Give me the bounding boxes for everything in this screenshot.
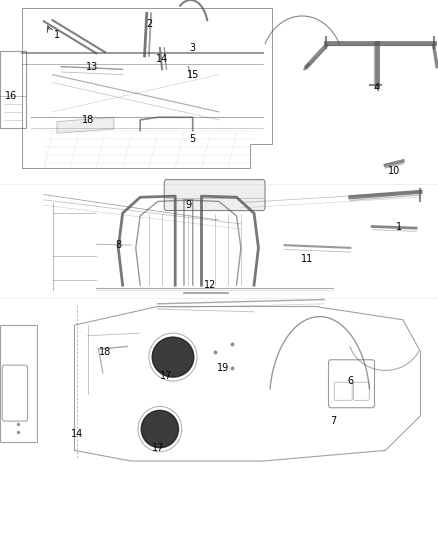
Text: 4: 4 — [374, 83, 380, 93]
FancyBboxPatch shape — [164, 180, 265, 211]
Polygon shape — [57, 117, 114, 133]
Text: 2: 2 — [146, 19, 152, 29]
Text: 17: 17 — [160, 371, 173, 381]
Text: 13: 13 — [86, 62, 98, 71]
Ellipse shape — [141, 410, 179, 448]
Text: 17: 17 — [152, 443, 164, 453]
Text: 3: 3 — [190, 43, 196, 53]
Text: 7: 7 — [330, 416, 336, 426]
Text: 11: 11 — [300, 254, 313, 263]
Text: 6: 6 — [347, 376, 353, 386]
Text: 8: 8 — [115, 240, 121, 250]
Text: 14: 14 — [156, 54, 168, 63]
Text: 1: 1 — [396, 222, 402, 231]
Text: 16: 16 — [5, 91, 17, 101]
Text: 18: 18 — [81, 115, 94, 125]
Text: 5: 5 — [190, 134, 196, 143]
Text: 15: 15 — [187, 70, 199, 79]
Text: 19: 19 — [217, 363, 230, 373]
Text: 9: 9 — [185, 200, 191, 210]
Text: 10: 10 — [388, 166, 400, 175]
Text: 1: 1 — [54, 30, 60, 39]
Ellipse shape — [152, 337, 194, 377]
Text: 14: 14 — [71, 430, 83, 439]
Text: 18: 18 — [99, 347, 111, 357]
Text: 12: 12 — [204, 280, 216, 290]
